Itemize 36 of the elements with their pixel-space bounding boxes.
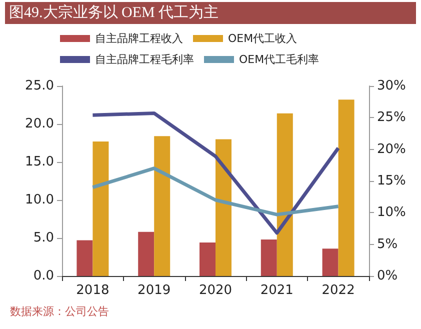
y2-tick-label: 10% (377, 205, 406, 220)
bar (76, 240, 93, 276)
bar (338, 100, 354, 276)
x-tick-label: 2019 (138, 283, 171, 298)
bar (92, 141, 109, 276)
legend-label: 自主品牌工程收入 (95, 32, 183, 45)
bar (138, 232, 154, 276)
x-tick-label: 2018 (76, 283, 110, 298)
y-tick-label: 25.0 (25, 78, 54, 94)
line-series (90, 111, 340, 235)
bar (216, 139, 232, 276)
bar (154, 136, 170, 276)
legend-label: OEM代工毛利率 (239, 53, 320, 66)
bar (276, 113, 293, 276)
y2-tick-label: 25% (377, 110, 406, 126)
bar (260, 240, 277, 276)
chart-title: 图49.大宗业务以 OEM 代工为主 (5, 2, 416, 24)
y2-tick-label: 15% (377, 174, 406, 188)
y-tick-label: 5.0 (33, 230, 54, 246)
legend-label: OEM代工收入 (228, 32, 298, 45)
y2-tick-label: 0% (377, 268, 398, 284)
y2-tick-label: 5% (377, 236, 398, 252)
line-series (90, 166, 340, 216)
y2-tick-label: 30% (377, 78, 406, 94)
bar (200, 242, 216, 276)
y-tick-label: 10.0 (25, 192, 54, 208)
source-note: 数据来源：公司公告 (10, 304, 110, 319)
x-tick-label: 2022 (322, 283, 355, 298)
x-tick-label: 2020 (198, 283, 232, 298)
y2-tick-label: 20% (377, 142, 406, 157)
x-tick-label: 2021 (260, 283, 294, 298)
y-tick-label: 15.0 (25, 154, 54, 170)
y-tick-label: 0.0 (33, 268, 54, 284)
bar (322, 248, 338, 276)
y-tick-label: 20.0 (25, 116, 54, 132)
legend-label: 自主品牌工程毛利率 (95, 53, 194, 66)
